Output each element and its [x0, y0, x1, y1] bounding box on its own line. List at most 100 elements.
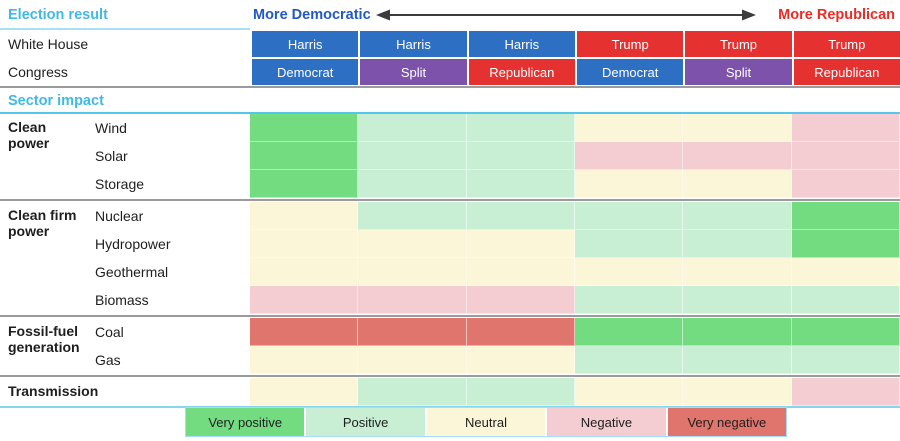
- impact-cell: [250, 142, 359, 170]
- sector-label: Nuclear: [95, 208, 144, 224]
- impact-cell: [683, 258, 792, 286]
- impact-cell: [466, 142, 575, 170]
- impact-cell: [358, 378, 467, 406]
- legend-item: Very negative: [667, 408, 787, 436]
- impact-cell: [250, 202, 359, 230]
- impact-cell: [466, 318, 575, 346]
- white-house-cell: Harris: [360, 31, 467, 57]
- legend: Very positive Positive Neutral Negative Very…: [185, 407, 787, 437]
- legend-item: Very positive: [186, 408, 305, 436]
- group-label: Clean power: [8, 119, 50, 152]
- impact-cell: [466, 230, 575, 258]
- sector-label: Coal: [95, 324, 124, 340]
- impact-cell: [358, 286, 467, 314]
- sector-label: Solar: [95, 148, 128, 164]
- white-house-row-label: White House: [8, 36, 89, 52]
- impact-table: Clean power Wind Solar Storage Clean firm po…: [0, 114, 900, 406]
- impact-cell: [250, 318, 359, 346]
- impact-cell: [575, 114, 684, 142]
- sector-label: Wind: [95, 120, 127, 136]
- impact-cell: [683, 114, 792, 142]
- more-democratic-label: More Democratic: [253, 7, 371, 23]
- legend-item: Positive: [306, 408, 425, 436]
- congress-cell: Democrat: [252, 59, 359, 85]
- impact-cell: [466, 170, 575, 198]
- sector-group: Clean power Wind Solar Storage: [0, 114, 900, 198]
- congress-row-label: Congress: [8, 64, 68, 80]
- white-house-cell: Trump: [577, 31, 684, 57]
- white-house-cell: Harris: [468, 31, 575, 57]
- impact-cell: [683, 170, 792, 198]
- group-divider: [0, 315, 900, 317]
- group-divider: [0, 199, 900, 201]
- impact-cell: [358, 202, 467, 230]
- impact-cell: [683, 378, 792, 406]
- election-result-label: Election result: [8, 7, 108, 23]
- impact-cell: [250, 114, 359, 142]
- impact-cell: [250, 346, 359, 374]
- impact-cell: [791, 230, 900, 258]
- impact-cell: [791, 202, 900, 230]
- impact-cell: [791, 142, 900, 170]
- white-house-cell: Harris: [252, 31, 359, 57]
- impact-cell: [466, 258, 575, 286]
- impact-cell: [358, 170, 467, 198]
- impact-cell: [683, 230, 792, 258]
- impact-cell: [575, 230, 684, 258]
- impact-cell: [791, 318, 900, 346]
- impact-cell: [575, 346, 684, 374]
- impact-cell: [575, 378, 684, 406]
- impact-cell: [250, 286, 359, 314]
- congress-cell: Republican: [468, 59, 575, 85]
- impact-cell: [466, 346, 575, 374]
- impact-cell: [683, 286, 792, 314]
- impact-cell: [250, 170, 359, 198]
- sector-impact-header: Sector impact: [0, 89, 900, 112]
- sector-label: Geothermal: [95, 264, 169, 280]
- congress-cell: Split: [685, 59, 792, 85]
- sector-label: Gas: [95, 352, 121, 368]
- impact-cell: [791, 286, 900, 314]
- party-grid: White House Harris Harris Harris Trump Trump T…: [0, 31, 900, 85]
- impact-cell: [683, 346, 792, 374]
- impact-cell: [250, 258, 359, 286]
- impact-cell: [791, 378, 900, 406]
- legend-item: Negative: [547, 408, 666, 436]
- impact-cell: [575, 318, 684, 346]
- impact-cell: [466, 286, 575, 314]
- impact-cell: [791, 258, 900, 286]
- more-republican-label: More Republican: [778, 7, 895, 23]
- impact-cell: [791, 170, 900, 198]
- impact-cell: [466, 202, 575, 230]
- impact-cell: [575, 170, 684, 198]
- legend-item: Neutral: [426, 408, 546, 436]
- sector-label: [88, 378, 250, 406]
- impact-cell: [358, 346, 467, 374]
- impact-cell: [466, 378, 575, 406]
- congress-cell: Republican: [793, 59, 900, 85]
- impact-cell: [575, 202, 684, 230]
- sector-group: Clean firm power Nuclear Hydropower Geother…: [0, 202, 900, 314]
- sector-group: Fossil-fuel generation Coal Gas: [0, 318, 900, 374]
- impact-cell: [791, 114, 900, 142]
- impact-cell: [683, 318, 792, 346]
- double-arrow-icon: [376, 9, 756, 21]
- impact-cell: [358, 142, 467, 170]
- impact-cell: [466, 114, 575, 142]
- sector-label: Storage: [95, 176, 145, 192]
- impact-cell: [575, 258, 684, 286]
- impact-cell: [791, 346, 900, 374]
- impact-cell: [358, 114, 467, 142]
- impact-cell: [575, 142, 684, 170]
- group-label: Transmission: [8, 383, 99, 399]
- congress-cell: Split: [360, 59, 467, 85]
- election-result-underline: [0, 28, 250, 30]
- impact-cell: [683, 142, 792, 170]
- group-label: Fossil-fuel generation: [8, 323, 80, 356]
- sector-group: Transmission: [0, 378, 900, 406]
- impact-cell: [575, 286, 684, 314]
- impact-cell: [250, 230, 359, 258]
- divider: [0, 112, 900, 114]
- group-label: Clean firm power: [8, 207, 77, 240]
